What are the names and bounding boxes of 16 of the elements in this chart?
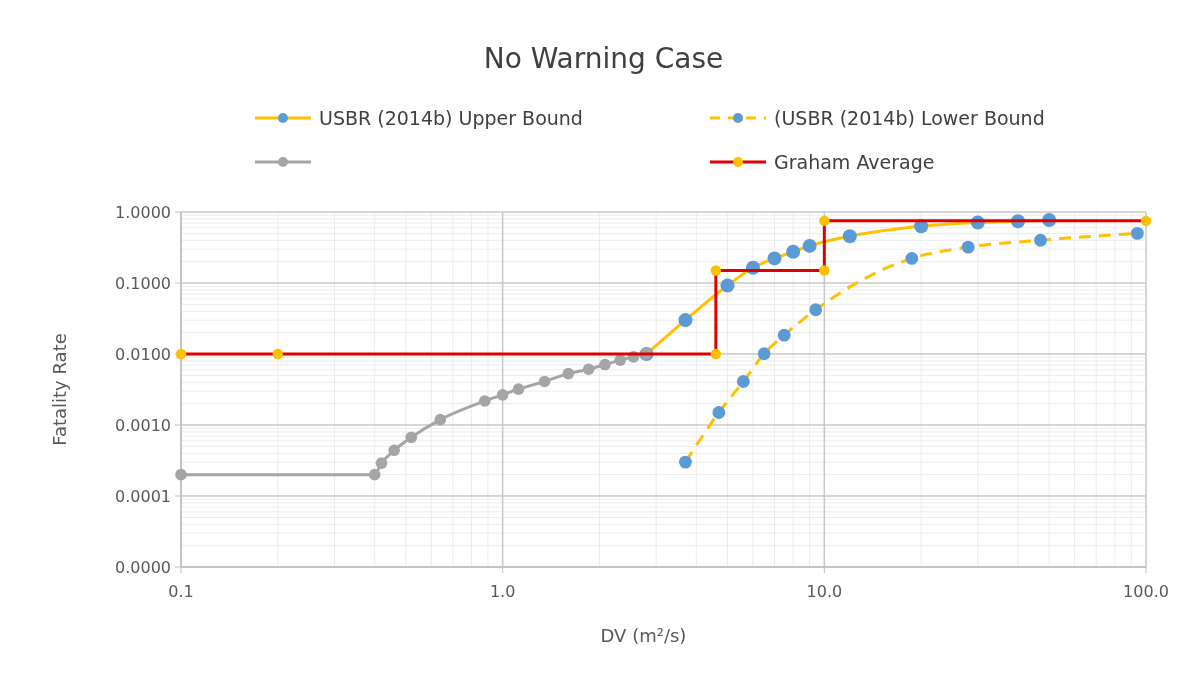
y-tick-label: 0.0010: [115, 415, 171, 435]
x-axis-title: DV (m²/s): [600, 625, 687, 646]
y-axis-title: Fatality Rate: [49, 333, 70, 446]
x-tick-label: 1.0: [489, 582, 516, 601]
y-tick-label: 0.0001: [115, 486, 171, 506]
chart-title: No Warning Case: [483, 42, 724, 75]
y-tick-label: 0.1000: [115, 273, 171, 293]
legend-label: (USBR (2014b) Lower Bound: [774, 106, 1045, 129]
y-tick-label: 0.0100: [115, 344, 171, 364]
y-tick-label: 1.0000: [115, 202, 171, 222]
x-tick-label: 0.1: [168, 582, 194, 601]
legend-label: Graham Average: [774, 150, 935, 173]
legend-label: USBR (2014b) Upper Bound: [319, 106, 583, 129]
x-tick-label: 100.0: [1123, 582, 1169, 601]
x-tick-label: 10.0: [806, 582, 843, 601]
y-tick-label: 0.0000: [115, 557, 171, 577]
